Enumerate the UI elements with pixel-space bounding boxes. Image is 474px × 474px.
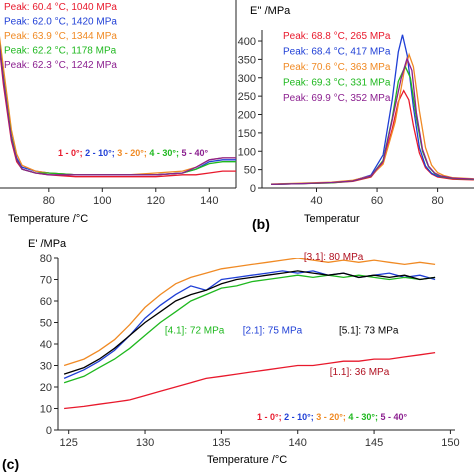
y-tick-label: 400 [238, 36, 256, 48]
peak-label: Peak: 60.4 °C, 1040 MPa [4, 2, 117, 13]
series-line-red [64, 351, 436, 410]
y-axis-label: E' /MPa [28, 238, 67, 250]
y-tick-label: 30 [40, 361, 52, 373]
angle-legend-item: 2 - 10°; [282, 412, 314, 422]
angle-legend-item: 2 - 10°; [83, 148, 115, 158]
y-tick-label: 70 [40, 275, 52, 287]
y-tick-label: 300 [238, 73, 256, 85]
peak-label: Peak: 68.4 °C, 417 MPa [283, 47, 391, 58]
peak-label: Peak: 68.8 °C, 265 MPa [283, 31, 391, 42]
y-tick-label: 250 [238, 91, 256, 103]
angle-legend-item: 1 - 0°; [257, 412, 282, 422]
peak-label: Peak: 63.9 °C, 1344 MPa [4, 31, 117, 42]
peak-label: Peak: 69.3 °C, 331 MPa [283, 78, 391, 89]
x-tick-label: 100 [93, 195, 111, 207]
angle-legend-item: 4 - 30°; [147, 148, 179, 158]
x-tick-label: 60 [371, 195, 383, 207]
data-annotation: [2.1]: 75 MPa [243, 325, 303, 336]
x-axis-label: Temperatur [304, 213, 360, 225]
series-line-purple [271, 56, 474, 185]
data-annotation: [1.1]: 36 MPa [330, 367, 390, 378]
y-tick-label: 60 [40, 296, 52, 308]
panel-a: 80 100 120 140 Temperature /°C Peak: 60.4 °C,… [0, 0, 237, 225]
angle-legend: 1 - 0°; 2 - 10°; 3 - 20°; 4 - 30°; 5 - 4… [58, 148, 208, 158]
x-tick-label: 135 [212, 437, 230, 449]
angle-legend: 1 - 0°; 2 - 10°; 3 - 20°; 4 - 30°; 5 - 4… [257, 412, 407, 422]
angle-legend-item: 5 - 40° [378, 412, 408, 422]
x-tick-label: 130 [136, 437, 154, 449]
x-tick-label: 140 [200, 195, 218, 207]
peak-label: Peak: 69.9 °C, 352 MPa [283, 93, 391, 104]
x-tick-label: 125 [60, 437, 78, 449]
peak-label: Peak: 62.2 °C, 1178 MPa [4, 46, 117, 57]
x-axis-label: Temperature /°C [207, 454, 287, 466]
angle-legend-item: 3 - 20°; [314, 412, 346, 422]
y-tick-label: 150 [238, 128, 256, 140]
angle-legend-item: 5 - 40° [179, 148, 209, 158]
panel-b: 40 60 80 0 50 100 150 200 250 300 350 400 E'' /MPa Te… [238, 5, 474, 232]
x-tick-label: 120 [147, 195, 165, 207]
data-annotation: [3.1]: 80 MPa [304, 252, 364, 263]
series-line-orange [63, 258, 436, 367]
y-tick-label: 50 [40, 318, 52, 330]
y-tick-label: 10 [40, 404, 52, 416]
x-tick-label: 40 [310, 195, 322, 207]
y-tick-label: 200 [238, 110, 256, 122]
panel-c: 125 130 135 140 145 150 0 10 20 30 40 50 60 70 80 E' /M… [2, 238, 460, 472]
panel-label: (b) [252, 216, 270, 232]
x-tick-label: 80 [43, 195, 55, 207]
peak-label: Peak: 62.0 °C, 1420 MPa [4, 17, 117, 28]
y-tick-label: 350 [238, 54, 256, 66]
panel-label: (c) [2, 456, 19, 472]
angle-legend-item: 1 - 0°; [58, 148, 83, 158]
x-tick-label: 150 [441, 437, 459, 449]
data-annotation: [5.1]: 73 MPa [339, 325, 399, 336]
data-annotation: [4.1]: 72 MPa [165, 325, 225, 336]
x-tick-label: 145 [365, 437, 383, 449]
y-tick-label: 20 [40, 382, 52, 394]
series-line-purple [0, 44, 236, 176]
peak-label: Peak: 62.3 °C, 1242 MPa [4, 60, 117, 71]
x-tick-label: 80 [431, 195, 443, 207]
y-tick-label: 0 [250, 183, 256, 195]
y-tick-label: 40 [40, 339, 52, 351]
series-line-red [271, 89, 474, 185]
x-tick-label: 140 [289, 437, 307, 449]
y-tick-label: 0 [46, 425, 52, 437]
y-tick-label: 50 [244, 165, 256, 177]
angle-legend-item: 3 - 20°; [115, 148, 147, 158]
peak-label: Peak: 70.6 °C, 363 MPa [283, 62, 391, 73]
series-line-black [63, 270, 436, 375]
y-tick-label: 100 [238, 146, 256, 158]
angle-legend-item: 4 - 30°; [346, 412, 378, 422]
y-tick-label: 80 [40, 253, 52, 265]
y-axis-label: E'' /MPa [250, 5, 291, 17]
series-line-orange [271, 52, 474, 185]
x-axis-label: Temperature /°C [8, 213, 88, 225]
series-line-green [63, 274, 436, 384]
